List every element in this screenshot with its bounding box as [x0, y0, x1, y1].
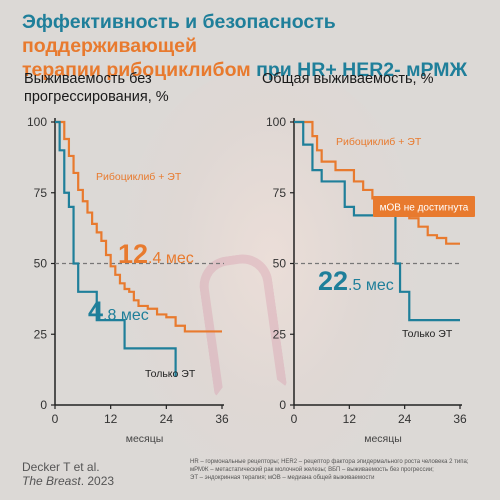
x-tick-label: 36 [453, 412, 467, 426]
background-hand-glow [120, 70, 420, 490]
x-tick-label: 0 [52, 412, 59, 426]
median-value-label: 12.4 мес [118, 239, 194, 269]
median-value-label: 22.5 мес [318, 266, 394, 296]
median-not-reached-badge [373, 196, 475, 217]
y-tick-label: 100 [27, 115, 47, 129]
title-part4: при HR+ HER2- мРМЖ [250, 59, 468, 81]
x-tick-label: 24 [160, 412, 174, 426]
km-curve-ribociclib [55, 120, 222, 333]
x-tick-label: 12 [343, 412, 357, 426]
y-tick-label: 50 [273, 257, 287, 271]
y-tick-label: 25 [273, 327, 287, 341]
series-label: Только ЭТ [402, 328, 453, 340]
footnote-line: ЭТ – эндокринная терапия; мОВ – медиана … [190, 475, 375, 481]
y-tick-label: 0 [40, 398, 47, 412]
x-tick-label: 24 [398, 412, 412, 426]
title-part3: терапии рибоциклибом [22, 59, 251, 81]
y-tick-label: 25 [34, 327, 48, 341]
y-tick-label: 75 [273, 186, 287, 200]
median-value-label: 4.8 мес [88, 296, 149, 326]
series-label: Рибоциклиб + ЭТ [336, 136, 422, 148]
km-curve-et-only [294, 120, 460, 322]
os-panel-title: Общая выживаемость, % [262, 71, 434, 87]
x-tick-label: 12 [104, 412, 118, 426]
y-tick-label: 75 [34, 186, 48, 200]
y-tick-label: 50 [34, 257, 48, 271]
title-part1: Эффективность и безопасность [22, 11, 336, 33]
page-title: Эффективность и безопасность поддерживаю… [22, 10, 492, 82]
abbreviations-footnote: HR – гормональные рецепторы; HER2 – реце… [190, 458, 490, 482]
pfs-panel-title: Выживаемость без прогрессирования, % [24, 71, 169, 105]
km-curve-et-only [55, 120, 177, 377]
citation-journal: The Breast [22, 474, 81, 488]
median-not-reached-label: мОВ не достигнута [380, 203, 469, 214]
title-part2: поддерживающей [22, 35, 198, 57]
left-chart: 0 25 50 75 100 0 12 24 36 месяцы Рибоциклиб + ЭТ То… [27, 115, 229, 445]
y-tick-label: 100 [266, 115, 286, 129]
footnote-line: мРМЖ – метастатический рак молочной желе… [190, 467, 434, 473]
series-label: Рибоциклиб + ЭТ [96, 171, 182, 183]
x-tick-label: 36 [215, 412, 229, 426]
x-tick-label: 0 [291, 412, 298, 426]
y-tick-label: 0 [279, 398, 286, 412]
series-label: Только ЭТ [145, 368, 196, 380]
citation: Decker T et al. The Breast. 2023 [22, 460, 114, 488]
x-axis-label: месяцы [364, 433, 402, 445]
right-chart: 0 25 50 75 100 0 12 24 36 месяцы Рибоциклиб + ЭТ То… [266, 115, 475, 445]
footnote-line: HR – гормональные рецепторы; HER2 – реце… [190, 459, 469, 465]
x-axis-label: месяцы [126, 433, 164, 445]
citation-year: . 2023 [80, 474, 115, 488]
citation-authors: Decker T et al. [22, 460, 100, 474]
